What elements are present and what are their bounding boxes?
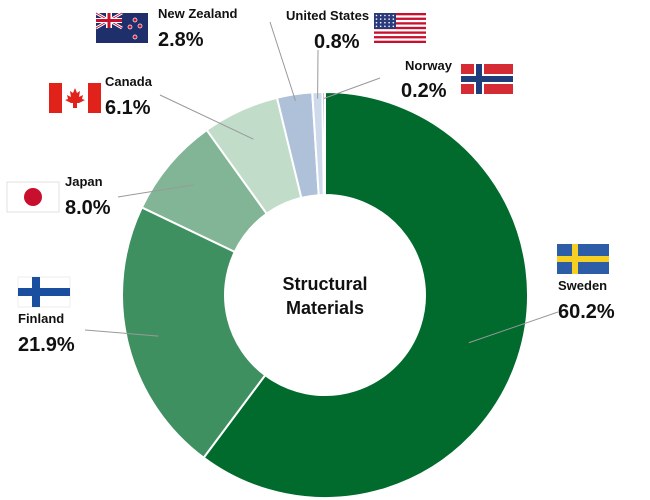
percent-label-japan: 8.0% xyxy=(65,197,111,219)
country-label-japan: Japan xyxy=(65,174,103,189)
united-states-flag xyxy=(374,13,426,43)
country-label-new-zealand: New Zealand xyxy=(158,6,238,21)
slice-norway xyxy=(321,90,326,197)
center-label-line-1: Structural xyxy=(282,274,367,294)
percent-label-canada: 6.1% xyxy=(105,97,151,119)
country-label-united-states: United States xyxy=(286,8,369,23)
percent-label-sweden: 60.2% xyxy=(558,301,615,323)
country-label-canada: Canada xyxy=(105,74,153,89)
center-label-line-2: Materials xyxy=(286,298,364,318)
norway-flag xyxy=(461,64,513,94)
leader-line-norway xyxy=(323,77,381,99)
percent-label-united-states: 0.8% xyxy=(314,31,360,53)
sweden-flag xyxy=(557,244,609,274)
japan-flag xyxy=(6,181,60,213)
slice-sweden xyxy=(202,90,529,499)
country-label-norway: Norway xyxy=(405,58,453,73)
new-zealand-flag xyxy=(95,11,148,43)
country-label-sweden: Sweden xyxy=(558,278,607,293)
leader-line-sweden xyxy=(468,311,559,344)
finland-flag xyxy=(17,276,71,308)
leader-line-canada xyxy=(159,94,254,140)
slice-finland xyxy=(121,206,267,460)
leader-line-japan xyxy=(117,184,194,198)
leader-line-new-zealand xyxy=(269,21,296,101)
canada-flag xyxy=(49,83,101,113)
percent-label-finland: 21.9% xyxy=(18,334,75,356)
percent-label-new-zealand: 2.8% xyxy=(158,29,204,51)
percent-label-norway: 0.2% xyxy=(401,80,447,102)
country-label-finland: Finland xyxy=(18,311,64,326)
leader-line-finland xyxy=(84,329,159,337)
